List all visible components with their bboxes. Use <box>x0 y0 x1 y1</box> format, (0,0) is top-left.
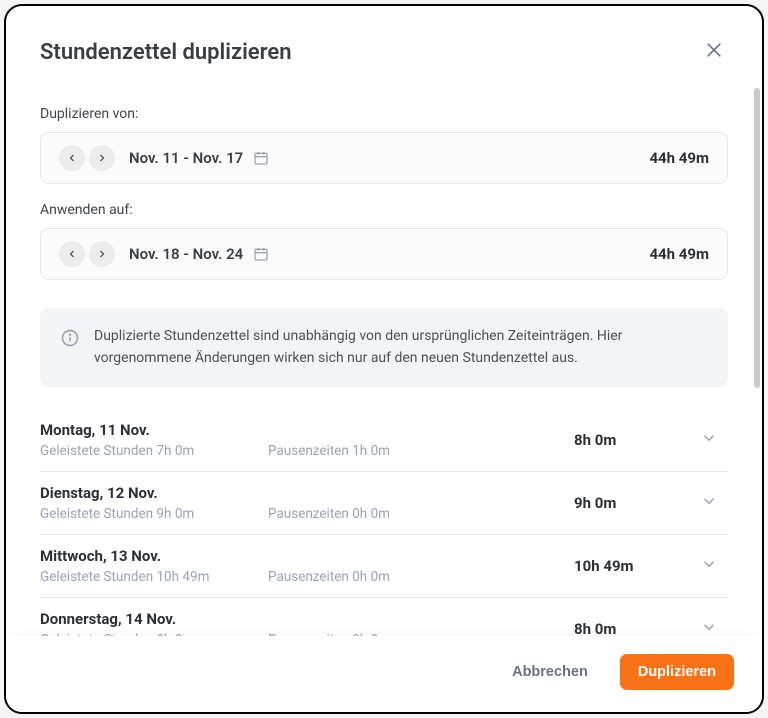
expand-button[interactable] <box>694 486 724 520</box>
day-row[interactable]: Montag, 11 Nov. Geleistete Stunden 7h 0m… <box>40 409 728 472</box>
source-nav <box>59 145 115 171</box>
day-sub: Geleistete Stunden 9h 0m Pausenzeiten 0h… <box>40 506 574 522</box>
day-worked: Geleistete Stunden 9h 0m <box>40 506 240 522</box>
day-sub: Geleistete Stunden 7h 0m Pausenzeiten 1h… <box>40 443 574 459</box>
target-range-value: Nov. 18 - Nov. 24 <box>129 245 243 263</box>
day-title: Montag, 11 Nov. <box>40 421 574 439</box>
day-worked: Geleistete Stunden 7h 0m <box>40 443 240 459</box>
day-total: 10h 49m <box>574 557 694 575</box>
day-worked: Geleistete Stunden 10h 49m <box>40 569 240 585</box>
chevron-down-icon <box>700 492 718 510</box>
close-icon <box>704 40 724 60</box>
chevron-right-icon <box>96 248 108 260</box>
day-total: 8h 0m <box>574 431 694 449</box>
target-total: 44h 49m <box>649 245 709 263</box>
day-total: 9h 0m <box>574 494 694 512</box>
modal-title: Stundenzettel duplizieren <box>40 40 292 65</box>
day-break: Pausenzeiten 0h 0m <box>268 569 468 585</box>
source-label: Duplizieren von: <box>40 106 728 122</box>
target-prev-button[interactable] <box>59 241 85 267</box>
target-nav <box>59 241 115 267</box>
expand-button[interactable] <box>694 612 724 636</box>
chevron-left-icon <box>66 248 78 260</box>
chevron-down-icon <box>700 618 718 636</box>
source-range-box: Nov. 11 - Nov. 17 44h 49m <box>40 132 728 184</box>
info-text: Duplizierte Stundenzettel sind unabhängi… <box>94 326 708 369</box>
modal-header: Stundenzettel duplizieren <box>6 6 762 78</box>
source-range-left: Nov. 11 - Nov. 17 <box>59 145 269 171</box>
day-break: Pausenzeiten 1h 0m <box>268 443 468 459</box>
source-range-value: Nov. 11 - Nov. 17 <box>129 149 243 167</box>
calendar-icon <box>253 150 269 166</box>
day-title: Dienstag, 12 Nov. <box>40 484 574 502</box>
chevron-down-icon <box>700 429 718 447</box>
days-list: Montag, 11 Nov. Geleistete Stunden 7h 0m… <box>40 409 728 636</box>
chevron-down-icon <box>700 555 718 573</box>
calendar-icon <box>253 246 269 262</box>
day-row[interactable]: Mittwoch, 13 Nov. Geleistete Stunden 10h… <box>40 535 728 598</box>
day-title: Donnerstag, 14 Nov. <box>40 610 574 628</box>
source-prev-button[interactable] <box>59 145 85 171</box>
chevron-left-icon <box>66 152 78 164</box>
target-range-text[interactable]: Nov. 18 - Nov. 24 <box>129 245 269 263</box>
day-sub: Geleistete Stunden 10h 49m Pausenzeiten … <box>40 569 574 585</box>
day-break: Pausenzeiten 0h 0m <box>268 506 468 522</box>
target-range-left: Nov. 18 - Nov. 24 <box>59 241 269 267</box>
day-total: 8h 0m <box>574 620 694 636</box>
day-info: Montag, 11 Nov. Geleistete Stunden 7h 0m… <box>40 421 574 459</box>
target-next-button[interactable] <box>89 241 115 267</box>
modal-body: Duplizieren von: Nov. 11 - Nov. 17 44h 4… <box>6 78 762 636</box>
info-icon <box>60 328 80 348</box>
source-next-button[interactable] <box>89 145 115 171</box>
day-info: Dienstag, 12 Nov. Geleistete Stunden 9h … <box>40 484 574 522</box>
modal-footer: Abbrechen Duplizieren <box>6 636 762 712</box>
info-box: Duplizierte Stundenzettel sind unabhängi… <box>40 308 728 387</box>
scrollbar[interactable] <box>754 88 760 388</box>
day-row[interactable]: Dienstag, 12 Nov. Geleistete Stunden 9h … <box>40 472 728 535</box>
close-button[interactable] <box>700 36 728 68</box>
cancel-button[interactable]: Abbrechen <box>494 654 606 690</box>
day-row[interactable]: Donnerstag, 14 Nov. Geleistete Stunden 8… <box>40 598 728 636</box>
target-range-box: Nov. 18 - Nov. 24 44h 49m <box>40 228 728 280</box>
day-title: Mittwoch, 13 Nov. <box>40 547 574 565</box>
day-info: Donnerstag, 14 Nov. Geleistete Stunden 8… <box>40 610 574 636</box>
duplicate-timesheet-modal: Stundenzettel duplizieren Duplizieren vo… <box>4 4 764 714</box>
source-total: 44h 49m <box>649 149 709 167</box>
target-label: Anwenden auf: <box>40 202 728 218</box>
source-range-text[interactable]: Nov. 11 - Nov. 17 <box>129 149 269 167</box>
day-info: Mittwoch, 13 Nov. Geleistete Stunden 10h… <box>40 547 574 585</box>
chevron-right-icon <box>96 152 108 164</box>
duplicate-button[interactable]: Duplizieren <box>620 654 734 690</box>
expand-button[interactable] <box>694 549 724 583</box>
expand-button[interactable] <box>694 423 724 457</box>
